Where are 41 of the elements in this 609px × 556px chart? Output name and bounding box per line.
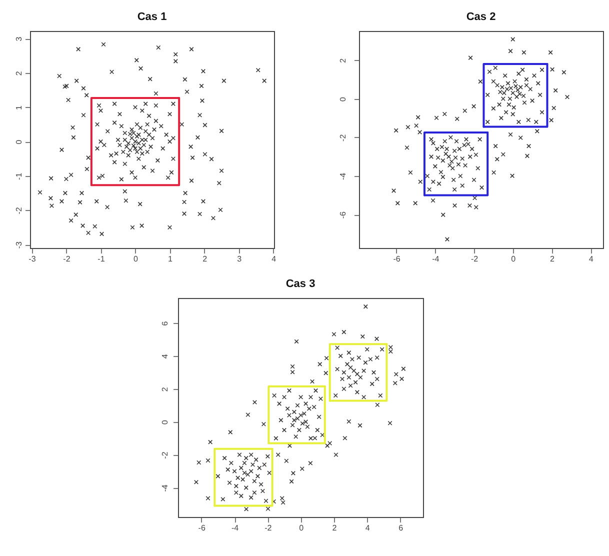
- x-tick-label: 0: [299, 524, 304, 532]
- x-tick-label: 4: [365, 524, 370, 532]
- y-tick-label: 2: [160, 386, 170, 392]
- y-tick-label: -4: [160, 484, 170, 492]
- x-tick-label: 0: [134, 254, 139, 264]
- y-tick-label: 3: [14, 36, 24, 42]
- x-tick-label: -3: [28, 254, 36, 264]
- y-tick-label: 2: [338, 58, 348, 63]
- y-tick-label: 4: [160, 354, 170, 359]
- y-tick-label: 2: [14, 70, 24, 76]
- chart-title: Cas 1: [137, 11, 167, 23]
- y-tick-label: 0: [14, 139, 24, 144]
- y-tick-label: -6: [338, 211, 348, 219]
- x-tick-label: 4: [272, 254, 277, 264]
- x-tick-label: -4: [432, 254, 440, 264]
- x-tick-label: -1: [98, 254, 106, 264]
- x-tick-label: 2: [332, 524, 338, 532]
- x-tick-label: 0: [511, 254, 516, 264]
- x-tick-label: -2: [264, 524, 272, 532]
- x-tick-label: -6: [393, 254, 401, 264]
- x-tick-label: 3: [237, 254, 242, 264]
- x-tick-label: 4: [588, 254, 594, 264]
- y-tick-label: 0: [338, 96, 348, 102]
- y-tick-label: -2: [14, 206, 24, 214]
- x-tick-label: -6: [198, 524, 206, 532]
- x-tick-label: -4: [231, 524, 240, 532]
- x-tick-label: 2: [202, 254, 208, 264]
- y-tick-label: -1: [14, 172, 24, 180]
- x-tick-label: 2: [550, 254, 555, 264]
- y-tick-label: 6: [160, 320, 170, 326]
- y-tick-label: 0: [160, 420, 170, 425]
- x-tick-label: 6: [398, 524, 404, 532]
- chart-title: Cas 3: [286, 278, 316, 290]
- y-tick-label: -3: [14, 240, 24, 249]
- y-tick-label: 1: [14, 104, 24, 110]
- y-tick-label: -4: [338, 172, 348, 180]
- chart-title: Cas 2: [466, 11, 496, 23]
- x-tick-label: -2: [470, 254, 479, 264]
- y-tick-label: -2: [160, 451, 170, 459]
- y-tick-label: -2: [338, 134, 348, 142]
- x-tick-label: -2: [63, 254, 71, 264]
